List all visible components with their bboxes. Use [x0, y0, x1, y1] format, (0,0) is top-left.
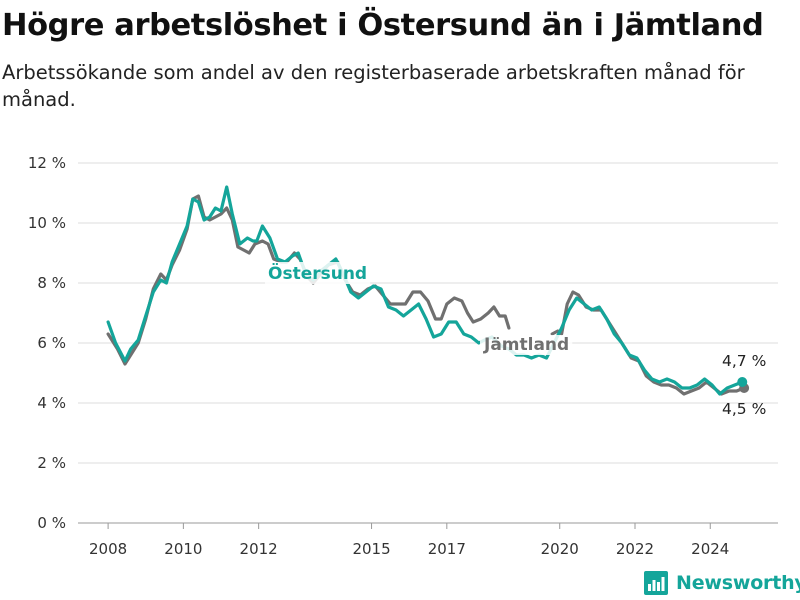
x-tick-label: 2020	[541, 540, 579, 558]
series-label-halo	[265, 262, 371, 284]
chart-subtitle: Arbetssökande som andel av den registerb…	[2, 61, 745, 111]
y-tick-label: 4 %	[37, 394, 66, 412]
series-label-ostersund: Östersund	[268, 262, 367, 284]
x-tick-label: 2022	[616, 540, 654, 558]
series-label-halo	[480, 335, 573, 355]
y-tick-label: 6 %	[37, 334, 66, 352]
x-tick-label: 2008	[89, 540, 127, 558]
brand-name: Newsworthy	[676, 572, 800, 594]
series-lines	[106, 185, 750, 396]
x-tick-label: 2010	[164, 540, 202, 558]
series-line-ostersund	[106, 185, 744, 396]
grid-lines	[78, 162, 778, 524]
y-axis: 0 % 2 % 4 % 6 % 8 % 10 % 12 %	[28, 154, 66, 532]
y-tick-label: 0 %	[37, 514, 66, 532]
x-tick-label: 2015	[352, 540, 390, 558]
y-tick-label: 12 %	[28, 154, 66, 172]
x-tick-label: 2024	[691, 540, 729, 558]
y-tick-label: 2 %	[37, 454, 66, 472]
y-tick-label: 10 %	[28, 214, 66, 232]
series-label-jamtland: Jämtland	[483, 335, 569, 355]
chart-title: Högre arbetslöshet i Östersund än i Jämt…	[2, 8, 764, 43]
y-tick-label: 8 %	[37, 274, 66, 292]
x-tick-label: 2012	[240, 540, 278, 558]
x-axis: 2008 2010 2012 2015 2017 2020 2022 2024	[89, 523, 729, 558]
end-point-ostersund	[737, 377, 748, 387]
newsworthy-logo: Newsworthy	[644, 568, 800, 598]
end-label-jamtland: 4,5 %	[722, 400, 766, 418]
end-label-ostersund: 4,7 %	[722, 352, 766, 370]
bar-chart-logo-icon	[644, 571, 668, 595]
x-tick-label: 2017	[428, 540, 466, 558]
